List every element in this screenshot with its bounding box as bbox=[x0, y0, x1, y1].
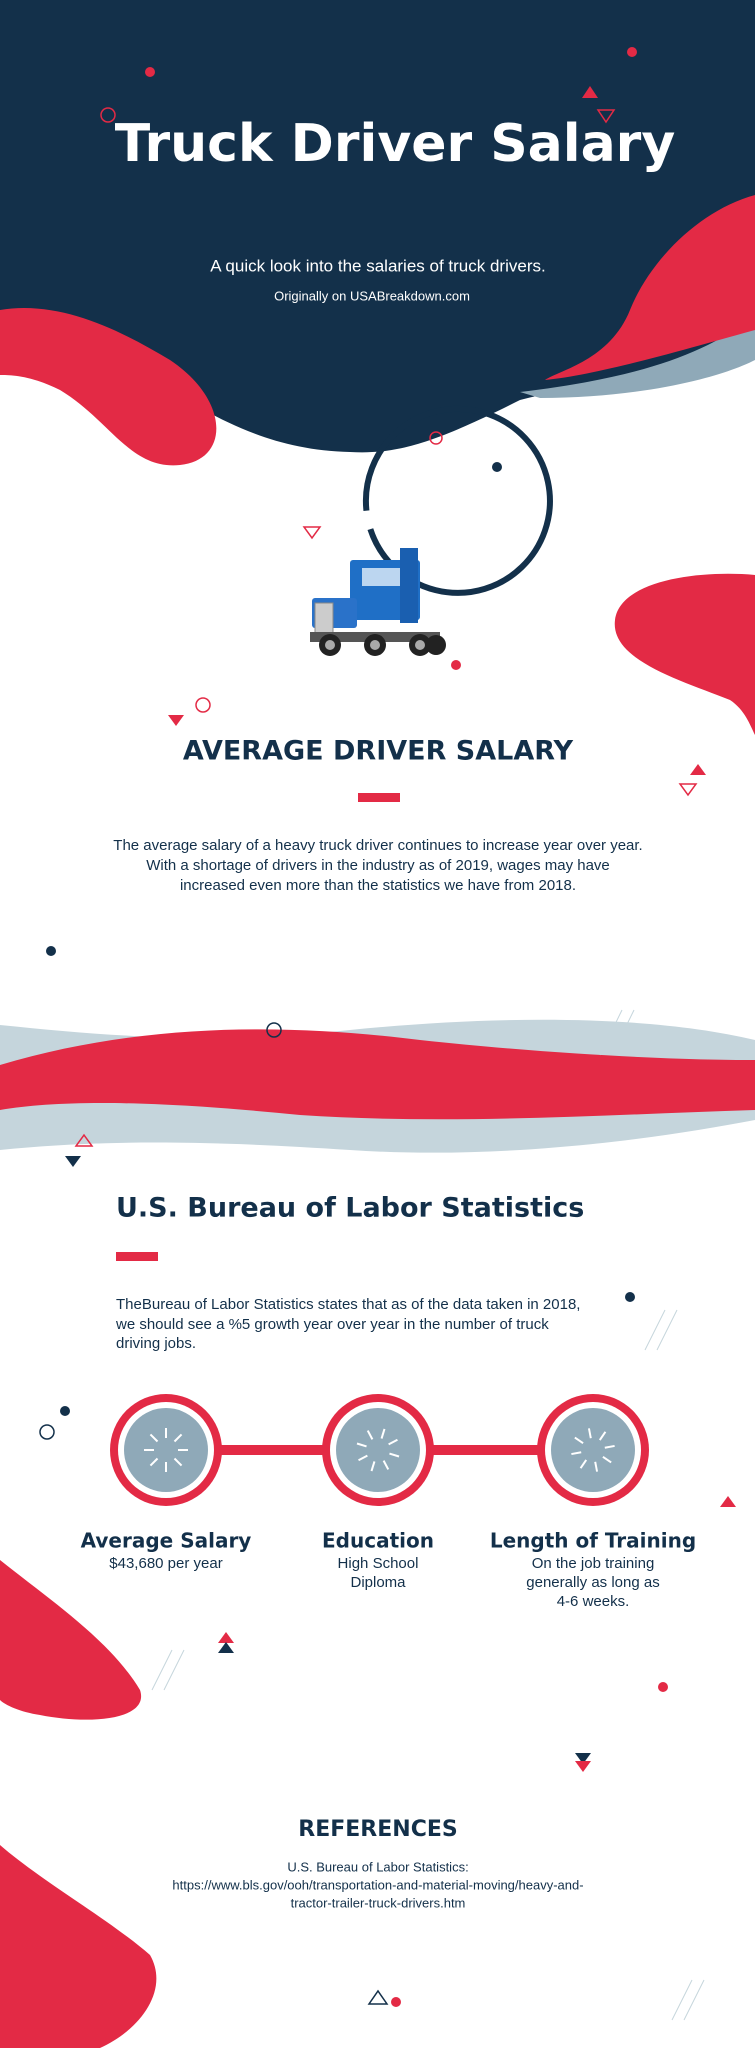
reference-line: tractor-trailer-truck-drivers.htm bbox=[291, 1895, 466, 1910]
accent-bar bbox=[358, 793, 400, 802]
stat-icon bbox=[124, 1408, 208, 1492]
accent-bar bbox=[116, 1252, 158, 1261]
spinner-tick bbox=[358, 1454, 368, 1462]
spinner-tick bbox=[388, 1438, 398, 1446]
stats: Average Salary $43,680 per year Education H… bbox=[81, 1394, 696, 1610]
paragraph-line: driving jobs. bbox=[116, 1335, 196, 1352]
spinner-tick bbox=[574, 1436, 584, 1445]
stat-icon bbox=[551, 1408, 635, 1492]
spinner-tick bbox=[380, 1428, 386, 1439]
spinner-tick bbox=[598, 1431, 607, 1441]
source: Originally on USABreakdown.com bbox=[274, 288, 470, 303]
spinner-tick bbox=[604, 1444, 615, 1449]
paragraph-line: The average salary of a heavy truck driv… bbox=[113, 837, 642, 854]
section-heading: REFERENCES bbox=[298, 1817, 457, 1842]
section-heading: AVERAGE DRIVER SALARY bbox=[183, 736, 574, 767]
spinner-tick bbox=[356, 1442, 367, 1448]
stat-value: $43,680 per year bbox=[109, 1555, 222, 1572]
subtitle: A quick look into the salaries of truck … bbox=[210, 256, 545, 275]
spinner-tick bbox=[579, 1459, 588, 1469]
spinner-tick bbox=[389, 1452, 400, 1458]
stat-value: Diploma bbox=[350, 1574, 406, 1591]
section-heading: U.S. Bureau of Labor Statistics bbox=[116, 1193, 584, 1224]
spinner-tick bbox=[149, 1457, 159, 1467]
stat-value: generally as long as bbox=[526, 1574, 659, 1591]
spinner-tick bbox=[370, 1461, 376, 1472]
stat-icon bbox=[336, 1408, 420, 1492]
paragraph-line: With a shortage of drivers in the indust… bbox=[146, 857, 610, 874]
paragraph-line: increased even more than the statistics … bbox=[180, 877, 576, 894]
paragraph-line: TheBureau of Labor Statistics states tha… bbox=[116, 1296, 580, 1313]
stat-label: Education bbox=[322, 1529, 434, 1553]
spinner-tick bbox=[571, 1451, 582, 1456]
title: Truck Driver Salary bbox=[115, 114, 675, 174]
spinner-tick bbox=[602, 1455, 612, 1464]
spinner-tick bbox=[149, 1433, 159, 1443]
spinner-tick bbox=[173, 1457, 183, 1467]
spinner-tick bbox=[366, 1430, 374, 1440]
spinner-tick bbox=[587, 1428, 592, 1439]
spinner-tick bbox=[382, 1460, 390, 1470]
stat-value: High School bbox=[338, 1555, 419, 1572]
spinner-tick bbox=[173, 1433, 183, 1443]
truck-badge bbox=[310, 405, 553, 670]
reference-line: https://www.bls.gov/ooh/transportation-a… bbox=[172, 1877, 583, 1892]
spinner-tick bbox=[594, 1461, 599, 1472]
stat-value: 4-6 weeks. bbox=[557, 1593, 630, 1610]
reference-line: U.S. Bureau of Labor Statistics: bbox=[287, 1859, 468, 1874]
stat-label: Average Salary bbox=[81, 1529, 252, 1553]
paragraph-line: we should see a %5 growth year over year… bbox=[115, 1316, 549, 1333]
stat-label: Length of Training bbox=[490, 1529, 696, 1553]
stat-value: On the job training bbox=[532, 1555, 655, 1572]
